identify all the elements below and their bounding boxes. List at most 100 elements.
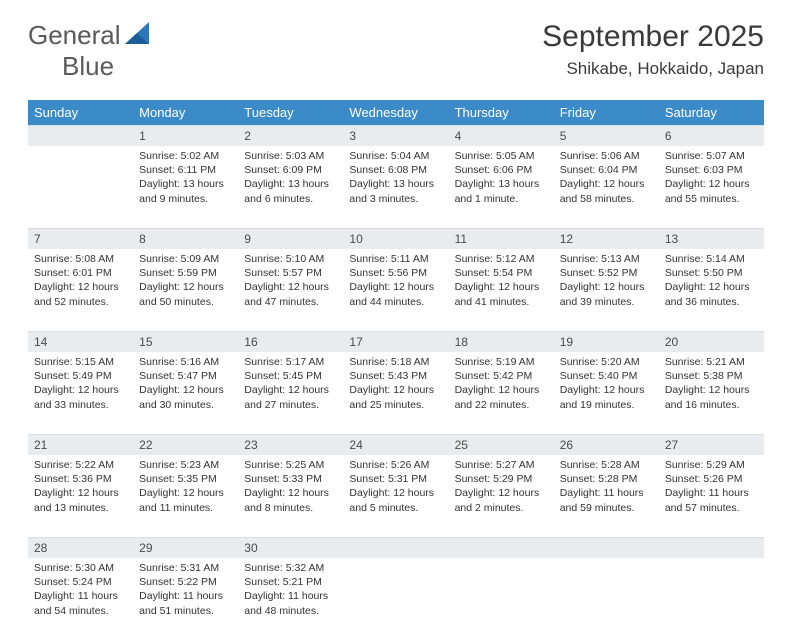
sunrise-text: Sunrise: 5:07 AM	[665, 149, 758, 163]
daylight-text: Daylight: 12 hours and 55 minutes.	[665, 177, 758, 205]
sunrise-text: Sunrise: 5:29 AM	[665, 458, 758, 472]
sunrise-text: Sunrise: 5:13 AM	[560, 252, 653, 266]
daylight-text: Daylight: 12 hours and 22 minutes.	[455, 383, 548, 411]
day-number: 4	[449, 125, 554, 146]
daylight-text: Daylight: 13 hours and 6 minutes.	[244, 177, 337, 205]
daycontent-row: Sunrise: 5:02 AMSunset: 6:11 PMDaylight:…	[28, 146, 764, 228]
day-number: 22	[133, 434, 238, 455]
day-number: 16	[238, 331, 343, 352]
sunrise-text: Sunrise: 5:14 AM	[665, 252, 758, 266]
sail-icon	[123, 20, 153, 51]
sunrise-text: Sunrise: 5:15 AM	[34, 355, 127, 369]
sunrise-text: Sunrise: 5:25 AM	[244, 458, 337, 472]
day-content: Sunrise: 5:20 AMSunset: 5:40 PMDaylight:…	[554, 352, 659, 418]
day-content: Sunrise: 5:19 AMSunset: 5:42 PMDaylight:…	[449, 352, 554, 418]
day-content: Sunrise: 5:30 AMSunset: 5:24 PMDaylight:…	[28, 558, 133, 624]
brand-logo: General Blue	[28, 20, 153, 82]
logo-part2: Blue	[62, 51, 114, 81]
sunset-text: Sunset: 6:08 PM	[349, 163, 442, 177]
daylight-text: Daylight: 12 hours and 16 minutes.	[665, 383, 758, 411]
sunset-text: Sunset: 5:36 PM	[34, 472, 127, 486]
day-content: Sunrise: 5:06 AMSunset: 6:04 PMDaylight:…	[554, 146, 659, 212]
sunrise-text: Sunrise: 5:08 AM	[34, 252, 127, 266]
sunrise-text: Sunrise: 5:04 AM	[349, 149, 442, 163]
daylight-text: Daylight: 12 hours and 2 minutes.	[455, 486, 548, 514]
daycontent-row: Sunrise: 5:15 AMSunset: 5:49 PMDaylight:…	[28, 352, 764, 434]
day-content: Sunrise: 5:25 AMSunset: 5:33 PMDaylight:…	[238, 455, 343, 521]
sunset-text: Sunset: 5:54 PM	[455, 266, 548, 280]
day-number: 30	[238, 537, 343, 558]
sunrise-text: Sunrise: 5:18 AM	[349, 355, 442, 369]
daylight-text: Daylight: 12 hours and 27 minutes.	[244, 383, 337, 411]
day-number: 29	[133, 537, 238, 558]
day-number: 9	[238, 228, 343, 249]
sunrise-text: Sunrise: 5:27 AM	[455, 458, 548, 472]
day-number: 11	[449, 228, 554, 249]
daylight-text: Daylight: 12 hours and 44 minutes.	[349, 280, 442, 308]
daylight-text: Daylight: 13 hours and 9 minutes.	[139, 177, 232, 205]
sunset-text: Sunset: 5:56 PM	[349, 266, 442, 280]
daycontent-row: Sunrise: 5:30 AMSunset: 5:24 PMDaylight:…	[28, 558, 764, 640]
day-content: Sunrise: 5:23 AMSunset: 5:35 PMDaylight:…	[133, 455, 238, 521]
day-number: 10	[343, 228, 448, 249]
day-content: Sunrise: 5:04 AMSunset: 6:08 PMDaylight:…	[343, 146, 448, 212]
day-content: Sunrise: 5:28 AMSunset: 5:28 PMDaylight:…	[554, 455, 659, 521]
daylight-text: Daylight: 12 hours and 36 minutes.	[665, 280, 758, 308]
sunrise-text: Sunrise: 5:12 AM	[455, 252, 548, 266]
day-content: Sunrise: 5:03 AMSunset: 6:09 PMDaylight:…	[238, 146, 343, 212]
day-number: 14	[28, 331, 133, 352]
sunset-text: Sunset: 5:35 PM	[139, 472, 232, 486]
sunset-text: Sunset: 6:11 PM	[139, 163, 232, 177]
sunrise-text: Sunrise: 5:06 AM	[560, 149, 653, 163]
weekday-header: Saturday	[659, 100, 764, 125]
daylight-text: Daylight: 12 hours and 11 minutes.	[139, 486, 232, 514]
day-content: Sunrise: 5:07 AMSunset: 6:03 PMDaylight:…	[659, 146, 764, 212]
day-content: Sunrise: 5:02 AMSunset: 6:11 PMDaylight:…	[133, 146, 238, 212]
month-title: September 2025	[542, 20, 764, 53]
day-content: Sunrise: 5:10 AMSunset: 5:57 PMDaylight:…	[238, 249, 343, 315]
day-number: 3	[343, 125, 448, 146]
day-number: 5	[554, 125, 659, 146]
day-number: 12	[554, 228, 659, 249]
sunset-text: Sunset: 6:01 PM	[34, 266, 127, 280]
weekday-header: Monday	[133, 100, 238, 125]
daylight-text: Daylight: 12 hours and 58 minutes.	[560, 177, 653, 205]
daylight-text: Daylight: 11 hours and 57 minutes.	[665, 486, 758, 514]
day-content: Sunrise: 5:11 AMSunset: 5:56 PMDaylight:…	[343, 249, 448, 315]
daynum-row: 21222324252627	[28, 434, 764, 455]
daylight-text: Daylight: 12 hours and 39 minutes.	[560, 280, 653, 308]
sunset-text: Sunset: 5:45 PM	[244, 369, 337, 383]
daylight-text: Daylight: 12 hours and 47 minutes.	[244, 280, 337, 308]
sunset-text: Sunset: 5:21 PM	[244, 575, 337, 589]
daynum-row: 282930	[28, 537, 764, 558]
logo-part1: General	[28, 20, 121, 50]
sunset-text: Sunset: 5:28 PM	[560, 472, 653, 486]
empty-day	[343, 537, 448, 558]
sunset-text: Sunset: 5:50 PM	[665, 266, 758, 280]
daylight-text: Daylight: 12 hours and 50 minutes.	[139, 280, 232, 308]
day-number: 15	[133, 331, 238, 352]
sunset-text: Sunset: 5:40 PM	[560, 369, 653, 383]
daylight-text: Daylight: 11 hours and 48 minutes.	[244, 589, 337, 617]
day-number: 24	[343, 434, 448, 455]
weekday-header: Tuesday	[238, 100, 343, 125]
empty-day	[554, 537, 659, 558]
day-number: 27	[659, 434, 764, 455]
sunset-text: Sunset: 6:03 PM	[665, 163, 758, 177]
empty-day	[449, 537, 554, 558]
empty-day	[28, 125, 133, 146]
daylight-text: Daylight: 12 hours and 41 minutes.	[455, 280, 548, 308]
daylight-text: Daylight: 13 hours and 1 minute.	[455, 177, 548, 205]
sunset-text: Sunset: 6:04 PM	[560, 163, 653, 177]
daylight-text: Daylight: 12 hours and 13 minutes.	[34, 486, 127, 514]
sunrise-text: Sunrise: 5:19 AM	[455, 355, 548, 369]
day-content: Sunrise: 5:29 AMSunset: 5:26 PMDaylight:…	[659, 455, 764, 521]
daynum-row: 123456	[28, 125, 764, 146]
sunset-text: Sunset: 5:31 PM	[349, 472, 442, 486]
day-content: Sunrise: 5:15 AMSunset: 5:49 PMDaylight:…	[28, 352, 133, 418]
header-row: General Blue September 2025 Shikabe, Hok…	[28, 20, 764, 82]
sunset-text: Sunset: 5:38 PM	[665, 369, 758, 383]
day-number: 2	[238, 125, 343, 146]
day-content: Sunrise: 5:09 AMSunset: 5:59 PMDaylight:…	[133, 249, 238, 315]
daycontent-row: Sunrise: 5:22 AMSunset: 5:36 PMDaylight:…	[28, 455, 764, 537]
